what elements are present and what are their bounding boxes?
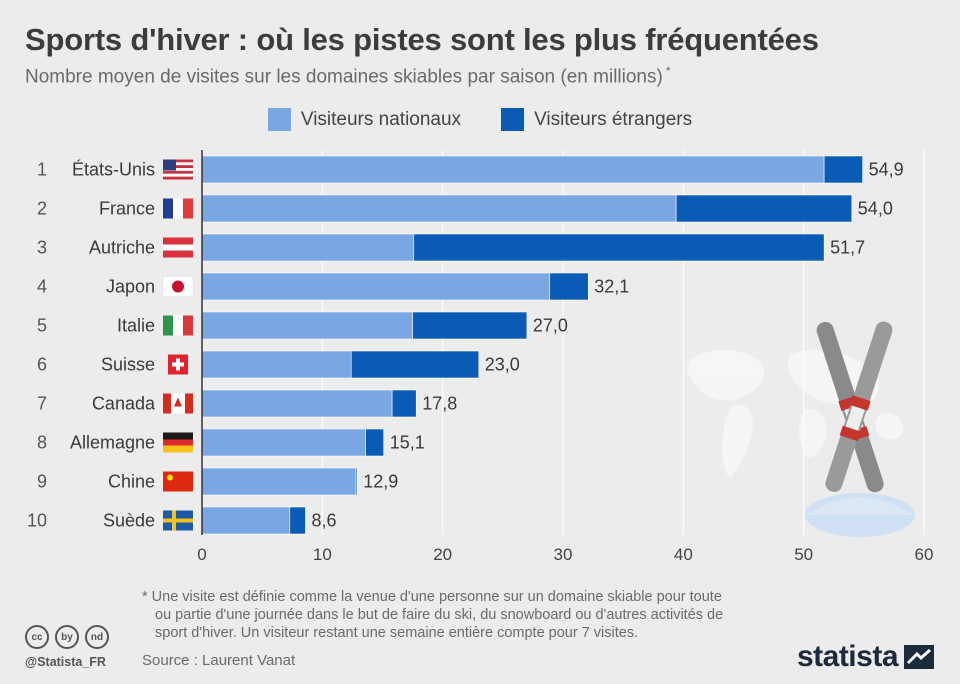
category-label: Autriche	[89, 238, 155, 258]
category-label: Japon	[106, 277, 155, 297]
bar-national	[201, 467, 357, 496]
x-axis: 0 10 20 30 40 50 60	[197, 150, 933, 564]
flag-at-icon	[163, 237, 193, 258]
rank-label: 3	[37, 238, 47, 258]
category-label: Allemagne	[70, 433, 155, 453]
category-label: Canada	[92, 394, 156, 414]
chart-legend: Visiteurs nationaux Visiteurs étrangers	[0, 108, 960, 131]
source-text: Source : Laurent Vanat	[142, 652, 296, 669]
flag-de-icon	[163, 432, 193, 453]
legend-swatch-foreign	[501, 108, 525, 131]
cc-icon: cc	[25, 625, 49, 649]
bar-foreign	[675, 194, 853, 223]
bar-national	[201, 233, 415, 262]
statista-logo: statista	[797, 640, 934, 674]
bar-total-label: 27,0	[533, 316, 568, 336]
flag-jp-icon	[162, 276, 194, 297]
x-tick-label: 30	[554, 545, 573, 564]
bar-total-label: 32,1	[594, 277, 629, 297]
legend-label-foreign: Visiteurs étrangers	[534, 108, 693, 130]
bar-national	[201, 389, 393, 418]
bar-total-label: 8,6	[311, 511, 336, 531]
legend-item-national: Visiteurs nationaux	[267, 108, 462, 131]
flag-it-icon	[163, 315, 193, 336]
bar-total-label: 12,9	[363, 472, 398, 492]
legend-swatch-national	[267, 108, 291, 131]
bar-total-label: 17,8	[422, 394, 457, 414]
bar-foreign	[355, 467, 358, 496]
bar-national	[201, 272, 551, 301]
bar-national	[201, 506, 291, 535]
bar-national	[201, 155, 825, 184]
license-icons: cc by nd	[25, 625, 109, 649]
subtitle-text: Nombre moyen de visites sur les domaines…	[25, 66, 663, 88]
bar-foreign	[413, 233, 825, 262]
category-label: Chine	[108, 472, 155, 492]
bar-national	[201, 428, 366, 457]
rank-label: 8	[37, 433, 47, 453]
footnote-line-2: ou partie d'une journée dans le but de f…	[155, 607, 724, 623]
footnote: * Une visite est définie comme la venue …	[142, 588, 832, 642]
nd-icon: nd	[85, 625, 109, 649]
bar-total-label: 54,0	[858, 199, 893, 219]
bars: 54,9 54,0 51,7 32,1 27,0 23,0 17,8 15,1 12,9 8,6	[201, 155, 904, 535]
bar-foreign	[365, 428, 385, 457]
rank-label: 1	[37, 160, 47, 180]
category-label: Suisse	[101, 355, 155, 375]
statista-logo-icon	[904, 645, 934, 669]
rank-label: 9	[37, 472, 47, 492]
bar-foreign	[412, 311, 528, 340]
footnote-line-1: * Une visite est définie comme la venue …	[142, 589, 722, 605]
legend-item-foreign: Visiteurs étrangers	[501, 108, 692, 131]
bar-foreign	[823, 155, 863, 184]
category-labels: 1 États-Unis 2 France 3 Autriche 4 Japon 5 Italie…	[27, 159, 194, 531]
bar-national	[201, 311, 413, 340]
brand-wordmark: statista	[796, 640, 899, 673]
bar-total-label: 15,1	[390, 433, 425, 453]
category-label: Italie	[117, 316, 155, 336]
rank-label: 10	[27, 511, 47, 531]
legend-label-national: Visiteurs nationaux	[300, 108, 462, 130]
rank-label: 6	[37, 355, 47, 375]
x-tick-label: 50	[794, 545, 813, 564]
x-tick-label: 10	[313, 545, 332, 564]
category-label: France	[99, 199, 155, 219]
by-icon: by	[55, 625, 79, 649]
flag-se-icon	[163, 510, 193, 531]
bar-national	[201, 350, 352, 379]
flag-cn-icon	[163, 471, 193, 492]
bar-foreign	[549, 272, 589, 301]
social-handle: @Statista_FR	[25, 655, 106, 669]
rank-label: 2	[37, 199, 47, 219]
bar-total-label: 54,9	[869, 160, 904, 180]
category-label: Suède	[103, 511, 155, 531]
skis-illustration	[805, 321, 915, 537]
footnote-line-3: sport d'hiver. Un visiteur restant une s…	[155, 625, 639, 641]
chart-subtitle: Nombre moyen de visites sur les domaines…	[25, 64, 671, 88]
flag-ca-icon	[163, 393, 193, 414]
rank-label: 5	[37, 316, 47, 336]
bar-foreign	[350, 350, 480, 379]
bar-total-label: 51,7	[830, 238, 865, 258]
bar-national	[201, 194, 677, 223]
rank-label: 4	[37, 277, 47, 297]
rank-label: 7	[37, 394, 47, 414]
x-tick-label: 20	[433, 545, 452, 564]
x-tick-label: 60	[915, 545, 934, 564]
bar-foreign	[391, 389, 417, 418]
category-label: États-Unis	[72, 160, 155, 180]
flag-us-icon	[163, 159, 193, 180]
x-tick-label: 40	[674, 545, 693, 564]
x-tick-label: 0	[197, 545, 206, 564]
flag-ch-icon	[168, 354, 188, 375]
chart-title: Sports d'hiver : où les pistes sont les …	[25, 22, 819, 57]
flag-fr-icon	[163, 198, 193, 219]
bar-foreign	[289, 506, 306, 535]
bar-total-label: 23,0	[485, 355, 520, 375]
subtitle-footnote-mark: *	[665, 64, 671, 78]
